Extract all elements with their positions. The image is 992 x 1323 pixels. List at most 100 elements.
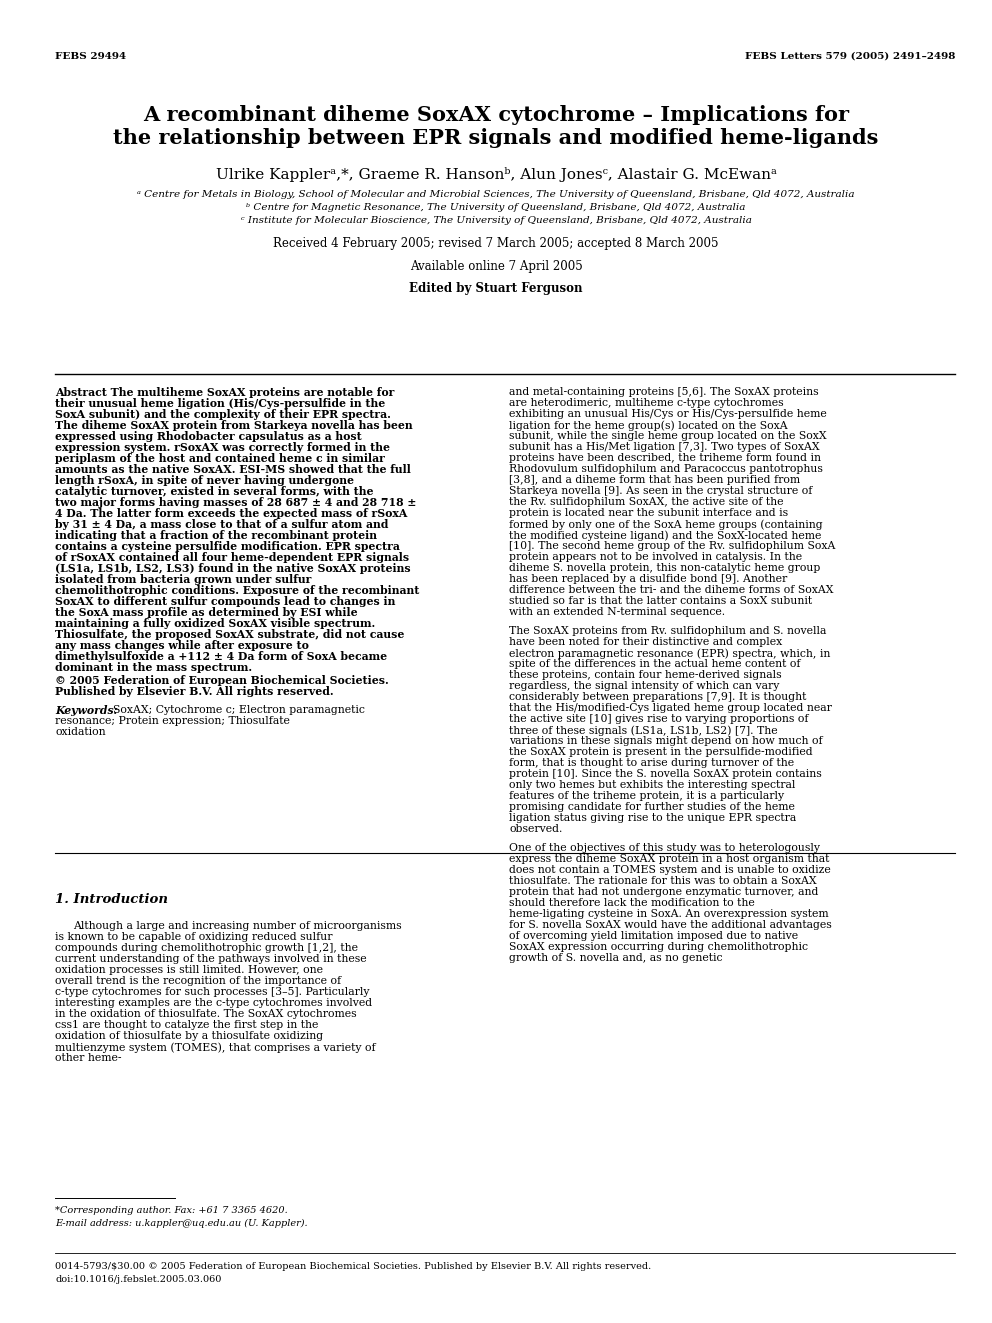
- Text: ᶜ Institute for Molecular Bioscience, The University of Queensland, Brisbane, Ql: ᶜ Institute for Molecular Bioscience, Th…: [241, 216, 751, 225]
- Text: their unusual heme ligation (His/Cys-persulfide in the: their unusual heme ligation (His/Cys-per…: [55, 398, 385, 409]
- Text: the relationship between EPR signals and modified heme-ligands: the relationship between EPR signals and…: [113, 128, 879, 148]
- Text: these proteins, contain four heme-derived signals: these proteins, contain four heme-derive…: [509, 669, 782, 680]
- Text: Available online 7 April 2005: Available online 7 April 2005: [410, 261, 582, 273]
- Text: Abstract The multiheme SoxAX proteins are notable for: Abstract The multiheme SoxAX proteins ar…: [55, 388, 395, 398]
- Text: FEBS Letters 579 (2005) 2491–2498: FEBS Letters 579 (2005) 2491–2498: [745, 52, 955, 61]
- Text: overall trend is the recognition of the importance of: overall trend is the recognition of the …: [55, 976, 341, 986]
- Text: dominant in the mass spectrum.: dominant in the mass spectrum.: [55, 662, 252, 673]
- Text: by 31 ± 4 Da, a mass close to that of a sulfur atom and: by 31 ± 4 Da, a mass close to that of a …: [55, 519, 389, 531]
- Text: [10]. The second heme group of the Rv. sulfidophilum SoxA: [10]. The second heme group of the Rv. s…: [509, 541, 835, 550]
- Text: form, that is thought to arise during turnover of the: form, that is thought to arise during tu…: [509, 758, 795, 767]
- Text: three of these signals (LS1a, LS1b, LS2) [7]. The: three of these signals (LS1a, LS1b, LS2)…: [509, 725, 778, 736]
- Text: and metal-containing proteins [5,6]. The SoxAX proteins: and metal-containing proteins [5,6]. The…: [509, 388, 818, 397]
- Text: length rSoxA, in spite of never having undergone: length rSoxA, in spite of never having u…: [55, 475, 354, 486]
- Text: SoxAX expression occurring during chemolithotrophic: SoxAX expression occurring during chemol…: [509, 942, 808, 953]
- Text: © 2005 Federation of European Biochemical Societies.: © 2005 Federation of European Biochemica…: [55, 675, 389, 687]
- Text: the modified cysteine ligand) and the SoxX-located heme: the modified cysteine ligand) and the So…: [509, 531, 821, 541]
- Text: for S. novella SoxAX would have the additional advantages: for S. novella SoxAX would have the addi…: [509, 919, 831, 930]
- Text: oxidation: oxidation: [55, 728, 105, 737]
- Text: 1. Introduction: 1. Introduction: [55, 893, 168, 906]
- Text: variations in these signals might depend on how much of: variations in these signals might depend…: [509, 736, 822, 746]
- Text: dimethylsulfoxide a +112 ± 4 Da form of SoxA became: dimethylsulfoxide a +112 ± 4 Da form of …: [55, 651, 387, 662]
- Text: (LS1a, LS1b, LS2, LS3) found in the native SoxAX proteins: (LS1a, LS1b, LS2, LS3) found in the nati…: [55, 564, 411, 574]
- Text: SoxA subunit) and the complexity of their EPR spectra.: SoxA subunit) and the complexity of thei…: [55, 409, 391, 419]
- Text: thiosulfate. The rationale for this was to obtain a SoxAX: thiosulfate. The rationale for this was …: [509, 876, 816, 886]
- Text: Starkeya novella [9]. As seen in the crystal structure of: Starkeya novella [9]. As seen in the cry…: [509, 486, 812, 496]
- Text: protein [10]. Since the S. novella SoxAX protein contains: protein [10]. Since the S. novella SoxAX…: [509, 769, 821, 779]
- Text: the SoxAX protein is present in the persulfide-modified: the SoxAX protein is present in the pers…: [509, 747, 812, 757]
- Text: features of the triheme protein, it is a particularly: features of the triheme protein, it is a…: [509, 791, 784, 800]
- Text: catalytic turnover, existed in several forms, with the: catalytic turnover, existed in several f…: [55, 486, 374, 497]
- Text: isolated from bacteria grown under sulfur: isolated from bacteria grown under sulfu…: [55, 574, 311, 585]
- Text: of rSoxAX contained all four heme-dependent EPR signals: of rSoxAX contained all four heme-depend…: [55, 552, 409, 564]
- Text: heme-ligating cysteine in SoxA. An overexpression system: heme-ligating cysteine in SoxA. An overe…: [509, 909, 828, 919]
- Text: observed.: observed.: [509, 824, 562, 833]
- Text: promising candidate for further studies of the heme: promising candidate for further studies …: [509, 802, 795, 812]
- Text: does not contain a TOMES system and is unable to oxidize: does not contain a TOMES system and is u…: [509, 865, 830, 875]
- Text: A recombinant diheme SoxAX cytochrome – Implications for: A recombinant diheme SoxAX cytochrome – …: [143, 105, 849, 124]
- Text: that the His/modified-Cys ligated heme group located near: that the His/modified-Cys ligated heme g…: [509, 703, 832, 713]
- Text: maintaining a fully oxidized SoxAX visible spectrum.: maintaining a fully oxidized SoxAX visib…: [55, 618, 375, 628]
- Text: oxidation processes is still limited. However, one: oxidation processes is still limited. Ho…: [55, 964, 323, 975]
- Text: protein appears not to be involved in catalysis. In the: protein appears not to be involved in ca…: [509, 552, 803, 562]
- Text: other heme-: other heme-: [55, 1053, 121, 1062]
- Text: have been noted for their distinctive and complex: have been noted for their distinctive an…: [509, 636, 783, 647]
- Text: Edited by Stuart Ferguson: Edited by Stuart Ferguson: [410, 282, 582, 295]
- Text: Ulrike Kapplerᵃ,*, Graeme R. Hansonᵇ, Alun Jonesᶜ, Alastair G. McEwanᵃ: Ulrike Kapplerᵃ,*, Graeme R. Hansonᵇ, Al…: [215, 167, 777, 183]
- Text: express the diheme SoxAX protein in a host organism that: express the diheme SoxAX protein in a ho…: [509, 855, 829, 864]
- Text: One of the objectives of this study was to heterologously: One of the objectives of this study was …: [509, 843, 820, 853]
- Text: the Rv. sulfidophilum SoxAX, the active site of the: the Rv. sulfidophilum SoxAX, the active …: [509, 497, 784, 507]
- Text: SoxAX; Cytochrome c; Electron paramagnetic: SoxAX; Cytochrome c; Electron paramagnet…: [113, 705, 365, 714]
- Text: SoxAX to different sulfur compounds lead to changes in: SoxAX to different sulfur compounds lead…: [55, 595, 396, 607]
- Text: chemolithotrophic conditions. Exposure of the recombinant: chemolithotrophic conditions. Exposure o…: [55, 585, 420, 595]
- Text: indicating that a fraction of the recombinant protein: indicating that a fraction of the recomb…: [55, 531, 377, 541]
- Text: regardless, the signal intensity of which can vary: regardless, the signal intensity of whic…: [509, 681, 780, 691]
- Text: studied so far is that the latter contains a SoxX subunit: studied so far is that the latter contai…: [509, 595, 812, 606]
- Text: Although a large and increasing number of microorganisms: Although a large and increasing number o…: [73, 921, 402, 931]
- Text: periplasm of the host and contained heme c in similar: periplasm of the host and contained heme…: [55, 452, 385, 464]
- Text: doi:10.1016/j.febslet.2005.03.060: doi:10.1016/j.febslet.2005.03.060: [55, 1275, 221, 1285]
- Text: Published by Elsevier B.V. All rights reserved.: Published by Elsevier B.V. All rights re…: [55, 687, 333, 697]
- Text: FEBS 29494: FEBS 29494: [55, 52, 126, 61]
- Text: difference between the tri- and the diheme forms of SoxAX: difference between the tri- and the dihe…: [509, 585, 833, 595]
- Text: subunit has a His/Met ligation [7,3]. Two types of SoxAX: subunit has a His/Met ligation [7,3]. Tw…: [509, 442, 819, 452]
- Text: contains a cysteine persulfide modification. EPR spectra: contains a cysteine persulfide modificat…: [55, 541, 400, 552]
- Text: compounds during chemolithotrophic growth [1,2], the: compounds during chemolithotrophic growt…: [55, 943, 358, 953]
- Text: current understanding of the pathways involved in these: current understanding of the pathways in…: [55, 954, 367, 964]
- Text: with an extended N-terminal sequence.: with an extended N-terminal sequence.: [509, 607, 725, 617]
- Text: Received 4 February 2005; revised 7 March 2005; accepted 8 March 2005: Received 4 February 2005; revised 7 Marc…: [273, 237, 719, 250]
- Text: protein that had not undergone enzymatic turnover, and: protein that had not undergone enzymatic…: [509, 886, 818, 897]
- Text: is known to be capable of oxidizing reduced sulfur: is known to be capable of oxidizing redu…: [55, 931, 332, 942]
- Text: the active site [10] gives rise to varying proportions of: the active site [10] gives rise to varyi…: [509, 714, 808, 724]
- Text: formed by only one of the SoxA heme groups (containing: formed by only one of the SoxA heme grou…: [509, 519, 822, 529]
- Text: the SoxA mass profile as determined by ESI while: the SoxA mass profile as determined by E…: [55, 607, 358, 618]
- Text: Thiosulfate, the proposed SoxAX substrate, did not cause: Thiosulfate, the proposed SoxAX substrat…: [55, 628, 405, 640]
- Text: Rhodovulum sulfidophilum and Paracoccus pantotrophus: Rhodovulum sulfidophilum and Paracoccus …: [509, 464, 823, 474]
- Text: proteins have been described, the triheme form found in: proteins have been described, the trihem…: [509, 452, 821, 463]
- Text: The diheme SoxAX protein from Starkeya novella has been: The diheme SoxAX protein from Starkeya n…: [55, 419, 413, 431]
- Text: ᵃ Centre for Metals in Biology, School of Molecular and Microbial Sciences, The : ᵃ Centre for Metals in Biology, School o…: [137, 191, 855, 198]
- Text: spite of the differences in the actual heme content of: spite of the differences in the actual h…: [509, 659, 801, 669]
- Text: amounts as the native SoxAX. ESI-MS showed that the full: amounts as the native SoxAX. ESI-MS show…: [55, 464, 411, 475]
- Text: only two hemes but exhibits the interesting spectral: only two hemes but exhibits the interest…: [509, 781, 796, 790]
- Text: protein is located near the subunit interface and is: protein is located near the subunit inte…: [509, 508, 788, 519]
- Text: expressed using Rhodobacter capsulatus as a host: expressed using Rhodobacter capsulatus a…: [55, 431, 362, 442]
- Text: expression system. rSoxAX was correctly formed in the: expression system. rSoxAX was correctly …: [55, 442, 390, 452]
- Text: ligation for the heme group(s) located on the SoxA: ligation for the heme group(s) located o…: [509, 419, 788, 430]
- Text: css1 are thought to catalyze the first step in the: css1 are thought to catalyze the first s…: [55, 1020, 318, 1031]
- Text: are heterodimeric, multiheme c-type cytochromes: are heterodimeric, multiheme c-type cyto…: [509, 398, 784, 407]
- Text: has been replaced by a disulfide bond [9]. Another: has been replaced by a disulfide bond [9…: [509, 574, 788, 583]
- Text: exhibiting an unusual His/Cys or His/Cys-persulfide heme: exhibiting an unusual His/Cys or His/Cys…: [509, 409, 826, 419]
- Text: Keywords:: Keywords:: [55, 705, 118, 716]
- Text: The SoxAX proteins from Rv. sulfidophilum and S. novella: The SoxAX proteins from Rv. sulfidophilu…: [509, 626, 826, 636]
- Text: E-mail address: u.kappler@uq.edu.au (U. Kappler).: E-mail address: u.kappler@uq.edu.au (U. …: [55, 1218, 308, 1228]
- Text: oxidation of thiosulfate by a thiosulfate oxidizing: oxidation of thiosulfate by a thiosulfat…: [55, 1031, 323, 1041]
- Text: of overcoming yield limitation imposed due to native: of overcoming yield limitation imposed d…: [509, 931, 799, 941]
- Text: resonance; Protein expression; Thiosulfate: resonance; Protein expression; Thiosulfa…: [55, 716, 290, 726]
- Text: c-type cytochromes for such processes [3–5]. Particularly: c-type cytochromes for such processes [3…: [55, 987, 369, 998]
- Text: 4 Da. The latter form exceeds the expected mass of rSoxA: 4 Da. The latter form exceeds the expect…: [55, 508, 408, 519]
- Text: 0014-5793/$30.00 © 2005 Federation of European Biochemical Societies. Published : 0014-5793/$30.00 © 2005 Federation of Eu…: [55, 1262, 652, 1271]
- Text: interesting examples are the c-type cytochromes involved: interesting examples are the c-type cyto…: [55, 998, 372, 1008]
- Text: [3,8], and a diheme form that has been purified from: [3,8], and a diheme form that has been p…: [509, 475, 801, 486]
- Text: subunit, while the single heme group located on the SoxX: subunit, while the single heme group loc…: [509, 431, 826, 441]
